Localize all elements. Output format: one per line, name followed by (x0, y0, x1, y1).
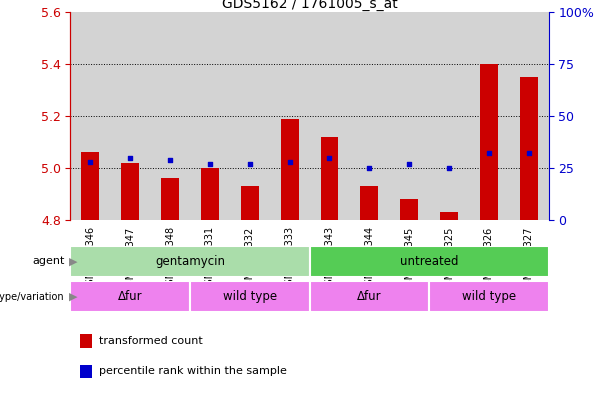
Point (86, 159, 96, 165)
Bar (429, 281, 549, 312)
Point (125, 154, 135, 161)
Text: wild type: wild type (223, 290, 277, 303)
Bar (310, 281, 429, 312)
Text: percentile rank within the sample: percentile rank within the sample (99, 366, 287, 376)
Text: Δfur: Δfur (357, 290, 382, 303)
Bar (281, 119, 299, 220)
Point (405, 161, 414, 167)
Point (284, 159, 294, 165)
Bar (190, 12, 230, 220)
Bar (360, 186, 378, 220)
Text: wild type: wild type (462, 290, 516, 303)
Bar (349, 12, 389, 220)
Text: Δfur: Δfur (118, 290, 143, 303)
Bar (80, 365, 92, 378)
Bar (230, 12, 270, 220)
Point (166, 156, 175, 163)
Bar (161, 178, 179, 220)
Bar (310, 12, 349, 220)
Text: gentamycin: gentamycin (155, 255, 225, 268)
Bar (270, 12, 310, 220)
Bar (190, 281, 310, 312)
Bar (389, 12, 429, 220)
Point (245, 161, 255, 167)
Text: genotype/variation: genotype/variation (0, 292, 64, 302)
Bar (110, 12, 150, 220)
Bar (400, 199, 418, 220)
Bar (150, 12, 190, 220)
Point (325, 154, 335, 161)
Point (484, 150, 494, 156)
Bar (321, 137, 338, 220)
Bar (469, 12, 509, 220)
Bar (70, 281, 190, 312)
Text: ▶: ▶ (69, 256, 78, 266)
Bar (429, 12, 469, 220)
Bar (70, 246, 310, 277)
Bar (70, 12, 110, 220)
Point (205, 161, 215, 167)
Bar (121, 163, 139, 220)
Point (444, 165, 454, 171)
Bar (241, 186, 259, 220)
Bar (509, 12, 549, 220)
Text: transformed count: transformed count (99, 336, 203, 346)
Bar (440, 212, 458, 220)
Title: GDS5162 / 1761005_s_at: GDS5162 / 1761005_s_at (222, 0, 397, 11)
Bar (520, 77, 538, 220)
Bar (201, 168, 219, 220)
Bar (80, 334, 92, 348)
Bar (310, 246, 549, 277)
Text: untreated: untreated (400, 255, 459, 268)
Text: agent: agent (32, 256, 64, 266)
Bar (82, 152, 99, 220)
Bar (480, 64, 498, 220)
Text: ▶: ▶ (69, 292, 78, 302)
Point (364, 165, 374, 171)
Point (524, 150, 533, 156)
